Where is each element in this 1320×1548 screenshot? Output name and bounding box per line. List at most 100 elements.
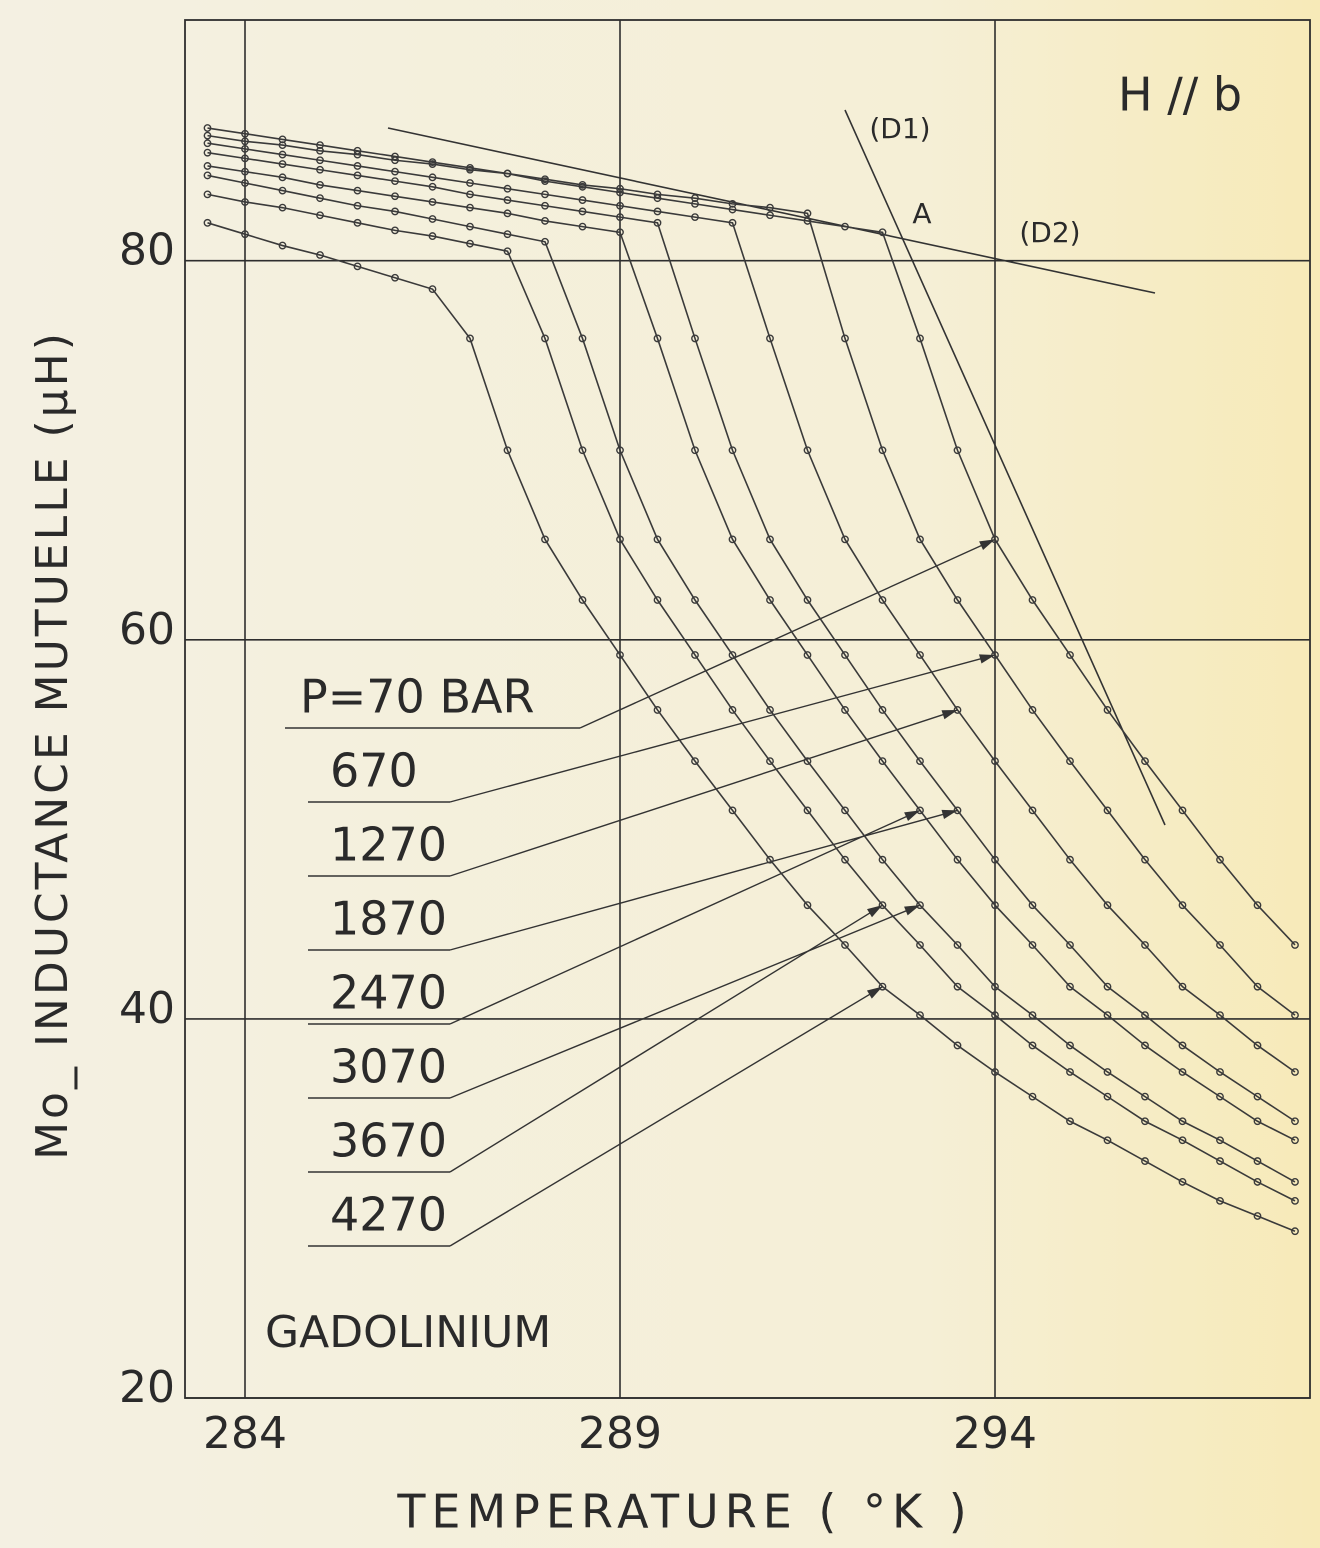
data-point	[203, 124, 212, 132]
data-point	[991, 1068, 999, 1076]
data-point	[1253, 1157, 1262, 1165]
data-point	[878, 228, 887, 237]
data-point	[1291, 941, 1299, 949]
data-point	[353, 201, 362, 210]
data-point	[803, 651, 812, 659]
data-point	[241, 167, 249, 176]
data-point	[1216, 1136, 1224, 1145]
data-point	[241, 129, 249, 138]
legend-label: 1270	[330, 818, 447, 872]
data-point	[991, 855, 999, 864]
data-point	[353, 162, 362, 170]
data-point	[953, 982, 962, 991]
data-point	[803, 446, 812, 455]
data-point	[841, 706, 849, 714]
data-point	[1178, 1041, 1187, 1050]
data-point	[353, 150, 362, 159]
x-axis-label: TEMPERATURE ( °K )	[396, 1485, 972, 1539]
data-point	[466, 179, 474, 187]
data-point	[616, 446, 624, 455]
data-point	[991, 982, 999, 991]
data-point	[428, 232, 437, 240]
data-point	[1066, 941, 1074, 949]
data-point	[766, 855, 774, 864]
data-point	[316, 165, 324, 174]
legend-arrowhead	[941, 709, 958, 720]
data-point	[803, 217, 812, 225]
data-point	[803, 596, 812, 604]
data-point	[203, 218, 212, 227]
data-point	[353, 262, 362, 271]
data-point	[766, 211, 774, 220]
data-point	[766, 757, 774, 766]
data-point	[278, 135, 287, 144]
data-point	[1216, 1068, 1224, 1076]
data-point	[841, 806, 849, 815]
data-point	[953, 446, 962, 455]
data-point	[541, 201, 549, 210]
data-point	[841, 651, 849, 659]
data-point	[878, 901, 887, 910]
data-point	[728, 806, 737, 815]
data-point	[691, 446, 699, 455]
series-line	[207, 193, 1296, 1202]
data-point	[653, 334, 662, 343]
data-point	[1066, 1041, 1074, 1050]
data-point	[578, 446, 587, 455]
data-point	[1216, 1092, 1224, 1101]
data-point	[803, 209, 812, 218]
data-point	[1066, 757, 1074, 766]
data-point	[241, 230, 249, 239]
data-point	[728, 706, 737, 714]
data-point	[766, 334, 774, 343]
data-point	[353, 171, 362, 180]
annotation: A	[912, 197, 931, 230]
legend-leader	[449, 654, 996, 803]
legend-arrowhead	[866, 986, 883, 999]
data-point	[578, 196, 587, 204]
data-point	[1028, 901, 1037, 910]
data-point	[316, 211, 324, 220]
data-point	[653, 706, 662, 714]
data-point	[1028, 1011, 1037, 1020]
data-point	[653, 207, 662, 216]
data-point	[1028, 1092, 1037, 1101]
data-point	[1178, 1117, 1187, 1126]
legend-label: 3070	[330, 1040, 447, 1094]
data-point	[916, 651, 924, 659]
data-point	[503, 184, 512, 193]
data-point	[878, 855, 887, 864]
legend-label: 670	[330, 744, 418, 798]
data-point	[616, 228, 624, 237]
data-point	[1178, 806, 1187, 815]
data-point	[991, 901, 999, 910]
data-point	[1291, 1068, 1299, 1076]
data-point	[1103, 1136, 1112, 1145]
data-point	[691, 757, 699, 766]
data-point	[466, 203, 474, 212]
data-point	[841, 855, 849, 864]
data-point	[616, 651, 624, 659]
data-point	[1103, 1092, 1112, 1101]
legend-label: P=70 BAR	[300, 670, 534, 724]
data-point	[428, 173, 437, 182]
data-point	[541, 217, 549, 225]
data-point	[278, 150, 287, 159]
data-point	[916, 1011, 924, 1020]
data-point	[1253, 1212, 1262, 1220]
legend-arrowhead	[867, 905, 883, 918]
data-point	[916, 941, 924, 949]
data-point	[691, 213, 699, 222]
data-point	[278, 186, 287, 195]
data-point	[203, 171, 212, 180]
tangent-line-d1	[844, 109, 1166, 826]
data-point	[203, 148, 212, 157]
data-point	[728, 199, 737, 208]
y-tick-label: 80	[119, 225, 175, 276]
data-point	[728, 218, 737, 227]
series-line	[207, 165, 1296, 1141]
data-point	[1216, 1157, 1224, 1165]
data-point	[916, 535, 924, 544]
